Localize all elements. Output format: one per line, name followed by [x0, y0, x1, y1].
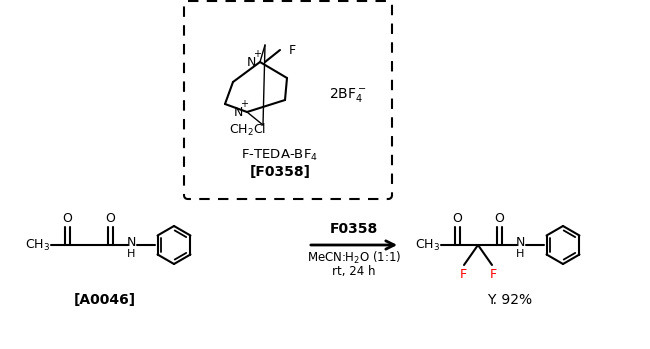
- Text: N: N: [126, 237, 136, 250]
- Text: N: N: [233, 106, 242, 119]
- Text: O: O: [62, 211, 72, 224]
- Text: F: F: [489, 267, 497, 281]
- Text: [A0046]: [A0046]: [74, 293, 136, 307]
- Text: Y. 92%: Y. 92%: [488, 293, 532, 307]
- Text: H: H: [127, 249, 135, 259]
- Text: O: O: [452, 211, 462, 224]
- Text: [F0358]: [F0358]: [250, 165, 311, 179]
- Text: F-TEDA-BF$_4$: F-TEDA-BF$_4$: [241, 147, 318, 163]
- Text: +: +: [253, 49, 261, 59]
- Text: N: N: [515, 237, 525, 250]
- Text: O: O: [494, 211, 504, 224]
- Text: CH$_2$Cl: CH$_2$Cl: [229, 122, 266, 138]
- Text: H: H: [516, 249, 524, 259]
- Text: N: N: [246, 57, 255, 69]
- Text: 2BF$_4^-$: 2BF$_4^-$: [330, 86, 367, 104]
- Text: O: O: [105, 211, 115, 224]
- Text: F0358: F0358: [330, 222, 378, 236]
- Text: rt, 24 h: rt, 24 h: [332, 265, 376, 277]
- Text: CH$_3$: CH$_3$: [25, 237, 51, 253]
- Text: F: F: [460, 267, 467, 281]
- Text: MeCN:H$_2$O (1:1): MeCN:H$_2$O (1:1): [307, 250, 401, 266]
- Text: F: F: [289, 44, 296, 57]
- Text: CH$_3$: CH$_3$: [415, 237, 441, 253]
- Text: +: +: [240, 99, 248, 109]
